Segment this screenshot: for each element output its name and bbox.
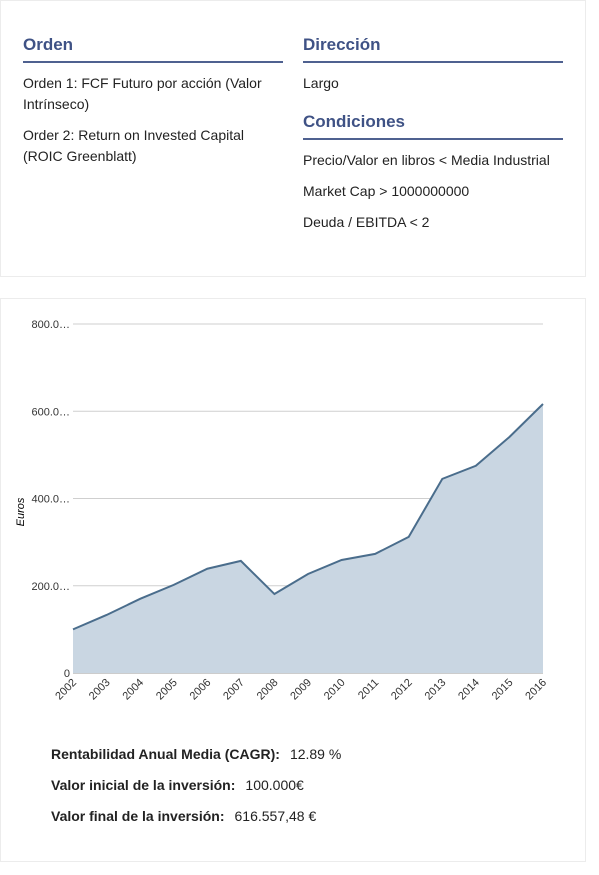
x-tick-label: 2016 <box>523 677 549 703</box>
x-tick-label: 2008 <box>255 677 281 703</box>
direction-value: Largo <box>303 75 339 91</box>
orden-item: Order 2: Return on Invested Capital (ROI… <box>23 127 245 164</box>
x-tick-label: 2003 <box>87 677 113 703</box>
x-tick-label: 2014 <box>456 677 482 703</box>
x-tick-label: 2009 <box>288 677 314 703</box>
stats: Rentabilidad Anual Media (CAGR): 12.89 % V… <box>51 744 341 837</box>
area-fill <box>73 404 543 673</box>
area-line <box>72 403 544 631</box>
x-tick-label: 2013 <box>423 677 449 703</box>
section-heading: Condiciones <box>303 112 563 140</box>
y-tick-label: 600.0… <box>31 406 70 418</box>
y-tick-label: 800.0… <box>31 319 70 331</box>
stat-value: 100.000€ <box>245 777 304 793</box>
x-tick-label: 2007 <box>221 677 247 703</box>
direccion-column: Dirección Largo Condiciones Precio/Valor… <box>303 35 563 243</box>
condition-item: Precio/Valor en libros < Media Industria… <box>303 152 550 168</box>
stat-row: Rentabilidad Anual Media (CAGR): 12.89 % <box>51 744 341 775</box>
y-tick-label: 0 <box>64 668 70 680</box>
x-tick-label: 2015 <box>490 677 516 703</box>
stat-value: 12.89 % <box>289 746 342 762</box>
x-tick-label: 2004 <box>120 677 146 703</box>
chart: Euros 0 200.0… 400.0… 600.0… 800.0… 2002 2003 2… <box>15 319 549 703</box>
y-tick-label: 400.0… <box>31 494 70 506</box>
condition-item: Market Cap > 1000000000 <box>303 183 470 199</box>
y-axis-label: Euros <box>15 497 27 526</box>
x-tick-label: 2006 <box>188 677 214 703</box>
stat-label: Valor final de la inversión: <box>51 808 225 824</box>
stat-row: Valor final de la inversión: 616.557,48 € <box>51 806 341 837</box>
x-tick-label: 2012 <box>389 677 415 703</box>
stat-label: Rentabilidad Anual Media (CAGR): <box>51 746 280 762</box>
stat-label: Valor inicial de la inversión: <box>51 777 236 793</box>
stat-row: Valor inicial de la inversión: 100.000€ <box>51 775 341 806</box>
x-tick-label: 2002 <box>53 677 79 703</box>
x-tick-label: 2010 <box>322 677 348 703</box>
orden-column: Orden Orden 1: FCF Futuro por acción (Va… <box>23 35 283 177</box>
x-tick-label: 2005 <box>154 677 180 703</box>
condition-item: Deuda / EBITDA < 2 <box>303 214 430 230</box>
strategy-card: Orden Orden 1: FCF Futuro por acción (Va… <box>0 0 586 277</box>
y-tick-label: 200.0… <box>31 581 70 593</box>
x-tick-label: 2011 <box>356 677 381 702</box>
stat-value: 616.557,48 € <box>234 808 317 824</box>
section-heading: Dirección <box>303 35 563 63</box>
orden-item: Orden 1: FCF Futuro por acción (Valor In… <box>23 75 262 112</box>
section-heading: Orden <box>23 35 283 63</box>
